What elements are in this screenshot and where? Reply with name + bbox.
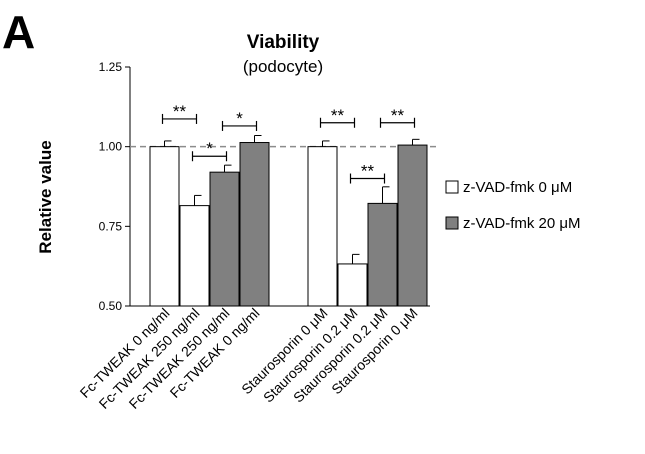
bar	[179, 205, 210, 307]
bar	[307, 146, 338, 307]
significance-label: *	[236, 109, 243, 128]
panel-label: A	[2, 6, 35, 58]
bar	[367, 202, 398, 307]
bar	[239, 142, 270, 307]
legend-label: z-VAD-fmk 20 μM	[463, 215, 581, 232]
bar	[149, 146, 180, 307]
legend-swatch	[445, 180, 459, 194]
significance-label: *	[206, 139, 213, 158]
legend: z-VAD-fmk 0 μM z-VAD-fmk 20 μM	[445, 179, 581, 232]
y-tick-label: 0.50	[99, 299, 123, 313]
significance-label: **	[173, 102, 187, 121]
legend-label: z-VAD-fmk 0 μM	[463, 179, 572, 196]
chart-title: Viability	[247, 32, 320, 53]
chart-subtitle: (podocyte)	[243, 57, 323, 76]
significance-label: **	[391, 106, 405, 125]
y-tick-label: 1.25	[99, 60, 123, 74]
bar	[337, 263, 368, 307]
y-tick-label: 0.75	[99, 219, 123, 233]
y-tick-label: 1.00	[99, 140, 123, 154]
y-axis-label: Relative value	[36, 140, 55, 253]
significance-label: **	[331, 106, 345, 125]
significance-label: **	[361, 162, 375, 181]
bar	[397, 144, 428, 307]
bar	[209, 171, 240, 307]
legend-swatch	[445, 216, 459, 230]
